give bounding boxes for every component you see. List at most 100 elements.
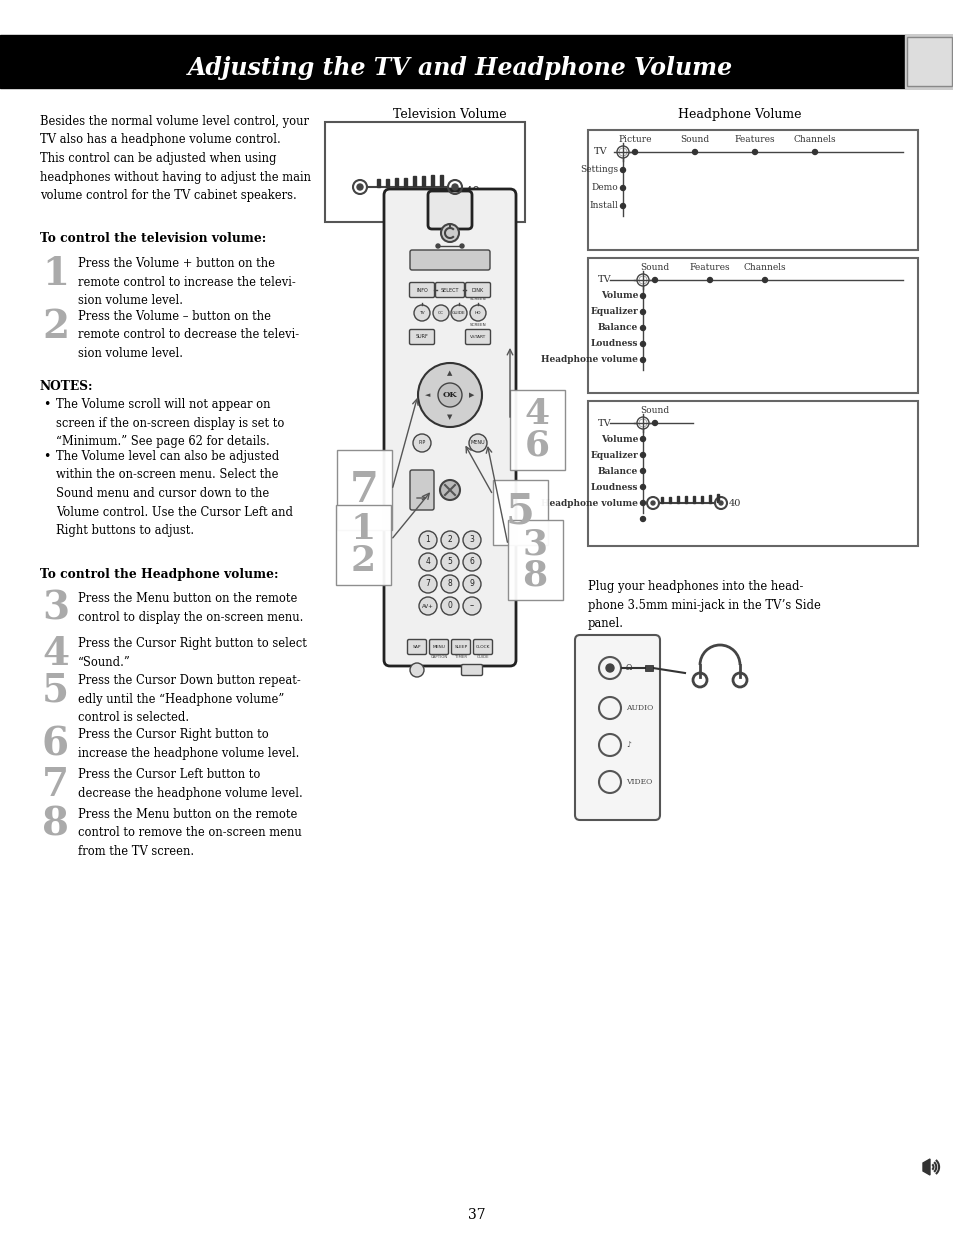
Text: Headphone volume: Headphone volume: [540, 356, 638, 364]
FancyBboxPatch shape: [409, 283, 434, 298]
FancyBboxPatch shape: [435, 283, 464, 298]
Text: OK: OK: [442, 391, 456, 399]
Text: SAP: SAP: [413, 645, 421, 650]
Text: GUIDE: GUIDE: [476, 655, 489, 659]
Text: TIMER: TIMER: [455, 655, 467, 659]
Circle shape: [440, 553, 458, 571]
Circle shape: [470, 305, 485, 321]
Text: HD: HD: [475, 311, 480, 315]
Text: Adjusting the TV and Headphone Volume: Adjusting the TV and Headphone Volume: [187, 56, 732, 80]
Text: 0: 0: [447, 601, 452, 610]
Text: Press the Menu button on the remote
control to remove the on-screen menu
from th: Press the Menu button on the remote cont…: [78, 808, 301, 858]
Text: TV: TV: [594, 147, 607, 157]
Text: ▲: ▲: [447, 370, 453, 375]
Text: DVD: DVD: [428, 258, 439, 263]
Text: CAPTION: CAPTION: [430, 655, 447, 659]
Text: CC: CC: [437, 311, 443, 315]
Text: VSTART: VSTART: [470, 335, 486, 338]
Circle shape: [417, 363, 481, 427]
Text: CLOCK: CLOCK: [476, 645, 490, 650]
Circle shape: [462, 553, 480, 571]
Text: INFO: INFO: [416, 288, 428, 293]
Text: SELECT: SELECT: [440, 288, 458, 293]
Circle shape: [619, 204, 625, 209]
Bar: [335, 505, 391, 585]
Text: Balance: Balance: [598, 324, 638, 332]
Bar: [421, 175, 424, 186]
Text: 40: 40: [464, 185, 480, 199]
Circle shape: [437, 383, 461, 408]
Bar: [439, 174, 442, 186]
Bar: [507, 520, 562, 600]
Circle shape: [639, 452, 645, 457]
Text: 1: 1: [425, 536, 430, 545]
Bar: [700, 495, 702, 503]
Bar: [325, 122, 524, 222]
Circle shape: [639, 468, 645, 473]
Circle shape: [452, 184, 457, 190]
Circle shape: [410, 663, 423, 677]
Text: Headphone Volume: Headphone Volume: [678, 107, 801, 121]
Text: Ω: Ω: [625, 664, 634, 672]
Text: Volume: Volume: [600, 291, 638, 300]
Circle shape: [451, 305, 467, 321]
Circle shape: [619, 185, 625, 190]
Circle shape: [752, 149, 757, 154]
Text: The Volume level can also be adjusted
within the on-screen menu. Select the
Soun: The Volume level can also be adjusted wi…: [56, 450, 293, 537]
Circle shape: [440, 224, 458, 242]
Text: 4: 4: [42, 635, 69, 673]
Circle shape: [436, 245, 439, 248]
Text: ♪: ♪: [625, 741, 630, 748]
Text: Press the Menu button on the remote
control to display the on-screen menu.: Press the Menu button on the remote cont…: [78, 592, 303, 624]
Text: Press the Cursor Down button repeat-
edly until the “Headphone volume”
control i: Press the Cursor Down button repeat- edl…: [78, 674, 300, 724]
Bar: [644, 664, 652, 671]
Text: GUIDE: GUIDE: [452, 311, 465, 315]
Text: MENU: MENU: [432, 645, 445, 650]
Circle shape: [812, 149, 817, 154]
FancyBboxPatch shape: [473, 640, 492, 655]
Text: DINK: DINK: [472, 288, 483, 293]
Text: SAT: SAT: [460, 258, 471, 263]
Text: –: –: [419, 503, 424, 513]
Circle shape: [619, 168, 625, 173]
Circle shape: [639, 516, 645, 521]
Text: 6: 6: [42, 726, 69, 764]
FancyBboxPatch shape: [575, 635, 659, 820]
Text: 1: 1: [42, 254, 69, 293]
Text: POWER: POWER: [437, 215, 462, 220]
Circle shape: [639, 484, 645, 489]
Text: 9: 9: [469, 579, 474, 589]
Text: TV: TV: [598, 419, 611, 427]
Text: 40: 40: [728, 499, 740, 508]
Text: Besides the normal volume level control, your
TV also has a headphone volume con: Besides the normal volume level control,…: [40, 115, 311, 203]
Text: SLEEP: SLEEP: [454, 645, 467, 650]
Text: 37: 37: [468, 1208, 485, 1221]
Text: NOTES:: NOTES:: [40, 380, 93, 393]
Text: Press the Cursor Right button to
increase the headphone volume level.: Press the Cursor Right button to increas…: [78, 727, 299, 760]
Circle shape: [439, 480, 459, 500]
Text: 5: 5: [42, 672, 69, 710]
Circle shape: [639, 310, 645, 315]
Bar: [587, 258, 917, 393]
Bar: [904, 35, 953, 88]
Circle shape: [639, 326, 645, 331]
Text: Sound: Sound: [679, 135, 709, 144]
Bar: [587, 401, 917, 546]
Circle shape: [639, 342, 645, 347]
Text: AMP: AMP: [476, 258, 487, 263]
Circle shape: [440, 597, 458, 615]
Text: Balance: Balance: [598, 467, 638, 475]
Text: •: •: [43, 398, 51, 411]
Text: SCREEN: SCREEN: [469, 296, 486, 301]
FancyBboxPatch shape: [461, 664, 482, 676]
Text: SCREEN: SCREEN: [469, 324, 486, 327]
Text: 3: 3: [42, 590, 69, 629]
Text: 4: 4: [425, 557, 430, 567]
Bar: [413, 177, 416, 186]
Circle shape: [418, 576, 436, 593]
Text: AUDIO: AUDIO: [625, 704, 653, 713]
Text: AV+: AV+: [421, 604, 434, 609]
Circle shape: [433, 305, 449, 321]
Text: 8: 8: [447, 579, 452, 589]
Text: •: •: [43, 450, 51, 463]
